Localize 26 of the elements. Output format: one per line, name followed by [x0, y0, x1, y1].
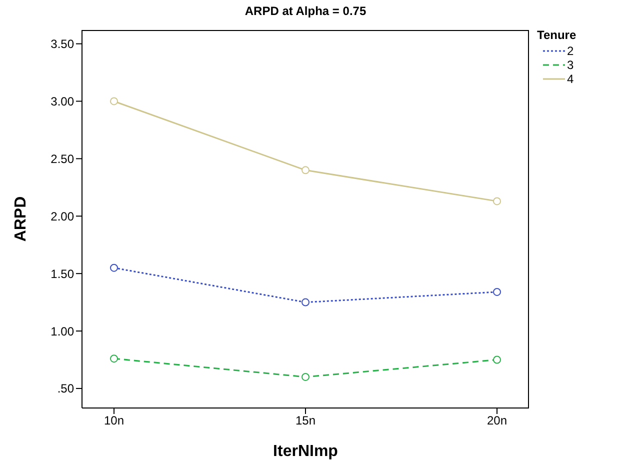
point [110, 264, 118, 272]
legend-label: 2 [567, 44, 574, 58]
legend-title: Tenure [537, 28, 576, 42]
point [493, 197, 501, 206]
x-axis-title: IterNImp [273, 443, 338, 460]
point [493, 288, 501, 296]
y-tick-label: 1.00 [50, 324, 74, 338]
y-axis-title: ARPD [12, 196, 30, 242]
y-tick-label: 2.00 [50, 209, 74, 224]
x-tick-label: 10n [104, 414, 124, 428]
y-tick-label: 2.50 [50, 152, 74, 166]
legend-label: 3 [567, 58, 574, 72]
point [302, 372, 310, 381]
chart-title: ARPD at Alpha = 0.75 [244, 4, 368, 18]
legend-label: 4 [567, 72, 574, 86]
point [302, 298, 310, 306]
y-tick-label: 3.50 [50, 37, 74, 52]
point [302, 166, 310, 174]
y-tick-label: .50 [57, 382, 74, 396]
point [110, 354, 118, 363]
x-tick-label: 15n [295, 414, 316, 428]
point [110, 97, 118, 106]
point [493, 356, 501, 364]
y-tick-label: 3.00 [50, 94, 74, 108]
x-tick-label: 20n [486, 414, 508, 428]
y-tick-label: 1.50 [50, 266, 74, 281]
